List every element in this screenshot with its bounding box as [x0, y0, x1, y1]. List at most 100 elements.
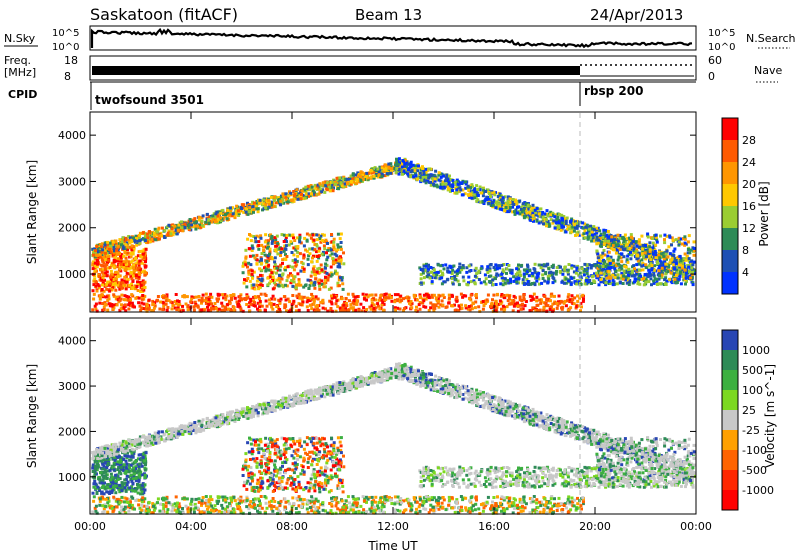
echo-cell — [260, 268, 264, 272]
echo-cell — [324, 184, 328, 188]
echo-cell — [223, 296, 227, 300]
echo-cell — [601, 268, 604, 272]
echo-cell — [175, 308, 179, 312]
echo-cell — [544, 304, 548, 308]
echo-cell — [287, 194, 291, 198]
echo-cell — [266, 254, 270, 258]
echo-cell — [171, 233, 175, 237]
echo-cell — [405, 161, 409, 165]
echo-cell — [118, 274, 122, 278]
echo-cell — [602, 249, 606, 252]
echo-cell — [308, 297, 312, 301]
echo-cell — [292, 268, 296, 272]
echo-cell — [107, 266, 110, 270]
echo-cell — [607, 266, 611, 270]
echo-cell — [359, 175, 363, 179]
echo-cell — [310, 307, 314, 311]
echo-cell — [342, 303, 346, 307]
echo-cell — [510, 298, 514, 302]
echo-cell — [109, 269, 113, 273]
echo-cell — [531, 273, 535, 277]
echo-cell — [298, 235, 302, 239]
echo-cell — [339, 309, 342, 313]
echo-cell — [613, 275, 617, 279]
echo-cell — [231, 206, 235, 210]
echo-cell — [270, 305, 274, 309]
echo-cell — [192, 308, 196, 312]
echo-cell — [129, 260, 133, 264]
echo-cell — [122, 266, 126, 270]
echo-cell — [120, 303, 123, 307]
echo-cell — [680, 264, 684, 268]
echo-cell — [494, 307, 498, 311]
echo-cell — [137, 277, 141, 281]
echo-cell — [242, 297, 246, 301]
echo-cell — [424, 292, 428, 296]
echo-cell — [417, 164, 420, 168]
echo-cell — [305, 305, 309, 309]
echo-cell — [217, 293, 220, 297]
echo-cell — [424, 305, 428, 309]
echo-cell — [566, 299, 570, 303]
echo-cell — [252, 295, 256, 299]
echo-cell — [283, 247, 287, 251]
echo-cell — [164, 302, 168, 306]
echo-cell — [692, 240, 696, 244]
echo-cell — [434, 296, 438, 300]
echo-cell — [572, 222, 576, 226]
echo-cell — [585, 268, 589, 272]
echo-cell — [688, 263, 692, 267]
echo-cell — [170, 307, 174, 311]
echo-cell — [250, 209, 253, 213]
echo-cell — [112, 248, 116, 252]
echo-cell — [309, 236, 313, 240]
echo-cell — [429, 301, 433, 305]
echo-cell — [522, 275, 526, 279]
echo-cell — [449, 188, 453, 192]
echo-cell — [648, 259, 651, 263]
echo-cell — [461, 275, 465, 279]
echo-cell — [236, 209, 240, 213]
echo-cell — [102, 261, 106, 265]
echo-cell — [597, 283, 601, 287]
echo-cell — [561, 268, 565, 272]
echo-cell — [580, 305, 583, 309]
echo-cell — [176, 299, 179, 303]
echo-cell — [423, 269, 427, 273]
echo-cell — [476, 187, 480, 191]
echo-cell — [629, 248, 633, 252]
echo-cell — [245, 303, 249, 306]
echo-cell — [130, 277, 134, 281]
echo-cell — [380, 166, 384, 170]
echo-cell — [206, 308, 210, 312]
echo-cell — [170, 224, 174, 228]
echo-cell — [588, 236, 592, 240]
echo-cell — [507, 294, 511, 298]
echo-cell — [432, 268, 436, 272]
echo-cell — [299, 269, 303, 273]
echo-cell — [106, 308, 110, 312]
echo-cell — [496, 195, 500, 198]
echo-cell — [208, 219, 212, 223]
echo-cell — [474, 196, 478, 199]
echo-cell — [112, 278, 115, 281]
echo-cell — [173, 300, 177, 303]
echo-cell — [120, 286, 124, 290]
echo-cell — [344, 185, 348, 188]
echo-cell — [115, 253, 119, 256]
echo-cell — [588, 227, 591, 231]
echo-cell — [494, 206, 498, 210]
echo-cell — [249, 299, 253, 303]
echo-cell — [600, 240, 604, 244]
echo-cell — [491, 298, 494, 302]
echo-cell — [585, 231, 589, 235]
echo-cell — [477, 305, 481, 309]
echo-cell — [137, 263, 141, 267]
echo-cell — [96, 283, 100, 286]
echo-cell — [571, 298, 575, 302]
echo-cell — [349, 179, 353, 183]
echo-cell — [338, 306, 342, 310]
echo-cell — [114, 297, 118, 301]
echo-cell — [451, 282, 455, 286]
echo-cell — [313, 286, 317, 290]
